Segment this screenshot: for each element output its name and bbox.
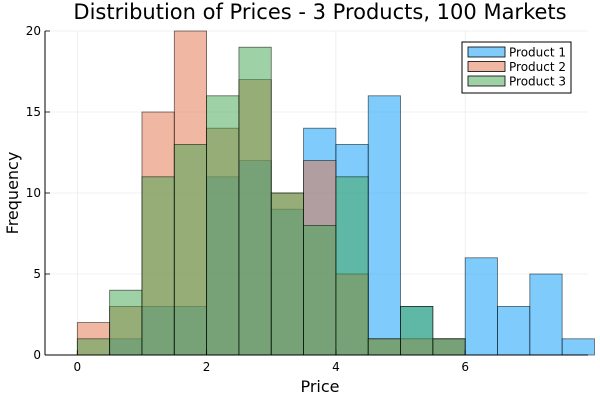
x-tick-label: 0 <box>74 360 82 374</box>
ticks: 0 2 4 6 0 5 10 15 20 <box>26 24 469 374</box>
bar <box>529 273 563 356</box>
y-tick-label: 10 <box>26 186 41 200</box>
bar <box>432 338 466 356</box>
bar <box>335 176 369 356</box>
x-tick-label: 6 <box>461 360 469 374</box>
bar <box>367 338 401 356</box>
y-tick-label: 0 <box>33 348 41 362</box>
y-tick-label: 15 <box>26 105 41 119</box>
x-tick-label: 2 <box>203 360 211 374</box>
bar <box>464 257 498 356</box>
legend-label: Product 2 <box>509 60 566 74</box>
bar <box>238 46 272 356</box>
y-tick-label: 20 <box>26 24 41 38</box>
legend-label: Product 3 <box>509 75 566 89</box>
y-tick-label: 5 <box>33 267 41 281</box>
legend-swatch <box>467 61 506 72</box>
bars <box>76 30 595 356</box>
bar <box>497 305 531 356</box>
bar <box>400 305 434 356</box>
bar <box>141 176 175 356</box>
x-axis-label: Price <box>300 377 339 396</box>
bar <box>173 143 208 356</box>
legend-label: Product 1 <box>509 46 566 60</box>
legend-swatch <box>467 46 506 58</box>
bar <box>109 289 143 356</box>
bar <box>367 95 401 356</box>
bar <box>561 338 595 356</box>
bar <box>270 192 304 356</box>
x-tick-label: 4 <box>332 360 340 374</box>
chart-title: Distribution of Prices - 3 Products, 100… <box>73 0 566 24</box>
series-3 <box>76 46 466 356</box>
bar <box>76 338 111 356</box>
y-axis-label: Frequency <box>3 152 22 235</box>
legend-swatch <box>467 75 506 87</box>
bar <box>206 95 240 356</box>
bar <box>303 224 337 356</box>
